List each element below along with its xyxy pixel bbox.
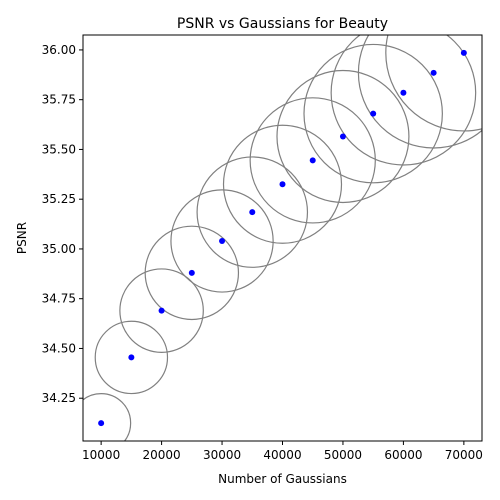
bubble-marker (83, 392, 132, 441)
x-axis: 10000 20000 30000 40000 50000 60000 70000 (82, 441, 483, 462)
data-point (430, 69, 437, 76)
x-tick-label: 70000 (445, 448, 483, 462)
data-point (309, 157, 316, 164)
data-point (279, 181, 286, 188)
bubble-marker (249, 97, 376, 224)
y-axis: 34.25 34.50 34.75 35.00 35.25 35.50 35.75 36.00 (42, 43, 83, 405)
data-point (249, 209, 256, 216)
bubble-marker (144, 225, 240, 321)
point-layer (98, 49, 467, 427)
y-tick-label: 34.50 (42, 341, 76, 355)
x-tick-label: 40000 (263, 448, 301, 462)
y-tick-label: 36.00 (42, 43, 76, 57)
data-point (158, 307, 165, 314)
bubble-marker (222, 124, 343, 244)
y-tick-label: 35.00 (42, 242, 76, 256)
bubble-marker (330, 35, 477, 166)
data-point (400, 89, 407, 96)
data-point (128, 354, 135, 361)
bubble-marker (385, 35, 482, 132)
bubble-marker (170, 189, 274, 293)
bubble-marker (303, 43, 443, 184)
bubble-marker (357, 35, 482, 149)
bubble-layer (83, 35, 482, 441)
x-tick-label: 50000 (324, 448, 362, 462)
y-tick-label: 35.50 (42, 142, 76, 156)
y-tick-label: 35.25 (42, 192, 76, 206)
data-point (370, 110, 377, 117)
data-point (219, 237, 226, 244)
x-axis-label: Number of Gaussians (218, 472, 347, 486)
data-point (98, 420, 105, 427)
x-tick-label: 20000 (142, 448, 180, 462)
x-tick-label: 10000 (82, 448, 120, 462)
bubble-marker (196, 156, 309, 268)
data-point (339, 133, 346, 140)
data-point (460, 49, 467, 56)
x-tick-label: 30000 (203, 448, 241, 462)
plot-frame (82, 34, 483, 442)
y-axis-label: PSNR (15, 222, 29, 254)
y-tick-label: 34.75 (42, 292, 76, 306)
bubble-marker (276, 69, 410, 204)
data-point (188, 269, 195, 276)
chart-title: PSNR vs Gaussians for Beauty (177, 16, 388, 32)
x-tick-label: 60000 (384, 448, 422, 462)
bubble-marker (119, 268, 204, 353)
bubble-marker (94, 320, 169, 395)
y-tick-label: 34.25 (42, 391, 76, 405)
y-tick-label: 35.75 (42, 93, 76, 107)
